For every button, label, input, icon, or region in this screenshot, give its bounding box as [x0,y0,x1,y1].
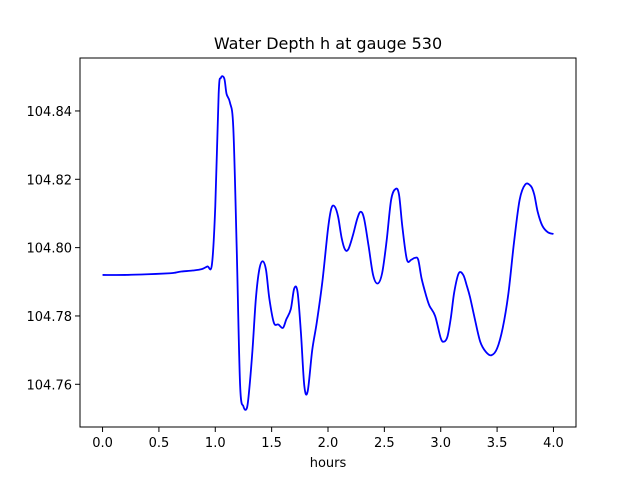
x-tick-label: 1.5 [261,436,282,451]
x-tick-label: 2.5 [374,436,395,451]
chart-title: Water Depth h at gauge 530 [214,34,442,53]
y-tick-label: 104.84 [27,105,73,120]
y-tick-label: 104.80 [27,242,73,257]
x-tick-label: 2.0 [318,436,339,451]
x-tick-label: 3.5 [487,436,508,451]
y-tick-label: 104.76 [27,378,73,393]
x-tick-label: 0.5 [149,436,170,451]
x-axis-label: hours [310,456,347,471]
x-tick-label: 1.0 [205,436,226,451]
y-tick-label: 104.78 [27,310,73,325]
y-tick-label: 104.82 [27,173,73,188]
x-tick-label: 0.0 [92,436,113,451]
x-tick-label: 4.0 [543,436,564,451]
x-tick-label: 3.0 [430,436,451,451]
